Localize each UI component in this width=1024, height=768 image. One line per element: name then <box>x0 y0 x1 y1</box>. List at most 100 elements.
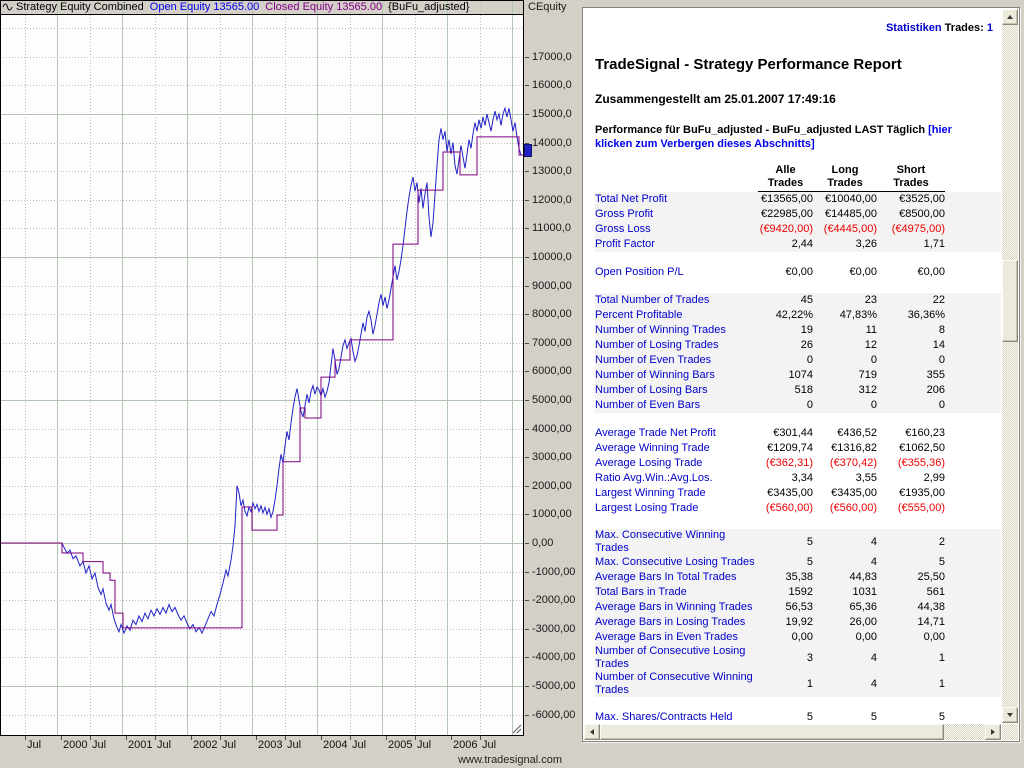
row-value: 0,00 <box>791 631 813 643</box>
y-tick-label: 10000,0 <box>532 251 572 263</box>
scroll-down-button[interactable] <box>1002 707 1018 723</box>
row-value: €436,52 <box>837 427 877 439</box>
x-tick-mark <box>25 736 26 740</box>
chart-instrument: {BuFu_adjusted} <box>388 1 470 13</box>
y-tick-mark <box>525 85 529 86</box>
table-row: Max. Consecutive Losing Trades 5 4 5 <box>595 555 1001 570</box>
y-tick-label: -5000,00 <box>532 680 576 692</box>
x-tick-label: Jul <box>417 739 432 751</box>
row-value: 3,34 <box>791 472 813 484</box>
trades-link[interactable]: 1 <box>986 22 993 34</box>
row-value: €1209,74 <box>767 442 813 454</box>
scroll-right-button[interactable] <box>985 724 1001 740</box>
vertical-scrollbar-thumb[interactable] <box>1002 260 1018 342</box>
table-section: Open Position P/L €0,00 €0,00 €0,00 <box>595 265 1001 280</box>
y-tick-mark <box>525 257 529 258</box>
series-closed-equity <box>0 136 523 629</box>
table-row: Ratio Avg.Win.:Avg.Los. 3,34 3,55 2,99 <box>595 471 1001 486</box>
scroll-up-button[interactable] <box>1002 9 1018 25</box>
row-value: (€9420,00) <box>759 223 813 235</box>
row-value: 0 <box>870 354 877 366</box>
value-axis[interactable]: CEquity 17000,0 16000,0 15000,0 14000,0 1300… <box>524 0 583 736</box>
row-label: Number of Consecutive Losing Trades <box>595 645 746 670</box>
table-row: Largest Losing Trade (€560,00) (€560,00) (€… <box>595 501 1001 516</box>
scroll-left-button[interactable] <box>584 724 600 740</box>
row-label: Profit Factor <box>595 238 655 250</box>
time-axis[interactable]: Jul 2000 Jul 2001 Jul 2002 Jul 2003 Jul 2004 Jul 20… <box>0 736 583 754</box>
x-tick-label: 2001 <box>128 739 153 751</box>
performance-report-content: Statistiken Trades: 1 TradeSignal - Stra… <box>584 9 1001 723</box>
row-value: €3525,00 <box>899 193 945 205</box>
row-value: €160,23 <box>905 427 945 439</box>
row-value: 1074 <box>788 369 813 381</box>
section-gap <box>595 516 1001 529</box>
row-label: Average Trade Net Profit <box>595 427 716 439</box>
row-value: 14 <box>932 339 945 351</box>
table-row: Max. Consecutive Winning Trades 5 4 2 <box>595 529 1001 555</box>
y-tick-label: 2000,00 <box>532 480 572 492</box>
row-value: 1592 <box>788 586 813 598</box>
x-tick-mark <box>285 736 286 740</box>
row-value: 518 <box>794 384 813 396</box>
horizontal-scrollbar-track[interactable] <box>600 724 985 740</box>
row-label: Largest Losing Trade <box>595 502 699 514</box>
row-label: Open Position P/L <box>595 266 684 278</box>
row-label: Percent Profitable <box>595 309 683 321</box>
x-tick-mark <box>155 736 156 740</box>
y-tick-label: 12000,0 <box>532 194 572 206</box>
row-value: 5 <box>938 556 945 568</box>
table-section: Average Trade Net Profit €301,44 €436,52 €1… <box>595 426 1001 516</box>
column-header-short: Short Trades <box>877 164 945 192</box>
section-gap <box>595 252 1001 265</box>
y-tick-mark <box>525 600 529 601</box>
row-value: 36,36% <box>907 309 945 321</box>
horizontal-scrollbar-thumb[interactable] <box>600 724 944 740</box>
row-label: Total Number of Trades <box>595 294 710 306</box>
row-value: €0,00 <box>785 266 813 278</box>
equity-chart-pane: Strategy Equity Combined Open Equity 1356… <box>0 0 583 766</box>
performance-table: Alle Trades Long Trades Short Trades Tot… <box>595 164 1001 723</box>
row-value: (€555,00) <box>897 502 945 514</box>
table-row: Number of Winning Bars 1074 719 355 <box>595 368 1001 383</box>
y-tick-label: 17000,0 <box>532 51 572 63</box>
y-tick-label: 6000,00 <box>532 365 572 377</box>
row-value: 0,00 <box>923 631 945 643</box>
chart-title: Strategy Equity Combined <box>16 1 144 13</box>
row-label: Average Losing Trade <box>595 457 703 469</box>
row-label: Average Bars In Total Trades <box>595 571 737 583</box>
row-value: 19,92 <box>785 616 813 628</box>
y-tick-mark <box>525 400 529 401</box>
statistics-switcher: Statistiken Trades: 1 <box>584 22 993 34</box>
equity-chart-canvas <box>0 0 524 736</box>
y-tick-label: 14000,0 <box>532 137 572 149</box>
row-value: 3,55 <box>855 472 877 484</box>
report-date: Zusammengestellt am 25.01.2007 17:49:16 <box>595 92 836 106</box>
row-value: 0,00 <box>855 631 877 643</box>
row-value: 44,38 <box>917 601 945 613</box>
x-tick-label: Jul <box>222 739 237 751</box>
row-label: Number of Even Trades <box>595 354 712 366</box>
table-section: Max. Shares/Contracts Held 5 5 5 <box>595 710 1001 723</box>
horizontal-scrollbar[interactable] <box>584 724 1001 740</box>
chart-header: Strategy Equity Combined Open Equity 1356… <box>0 0 523 14</box>
column-header-alle: Alle Trades <box>758 164 813 192</box>
y-tick-label: 8000,00 <box>532 308 572 320</box>
x-tick-mark <box>61 736 62 740</box>
x-tick-mark <box>350 736 351 740</box>
row-label: Average Bars in Even Trades <box>595 631 738 643</box>
row-value: 44,83 <box>849 571 877 583</box>
hide-section-link[interactable]: [hier klicken zum Verbergen dieses Absch… <box>595 124 952 150</box>
statistiken-link[interactable]: Statistiken <box>885 22 942 34</box>
value-axis-title: CEquity <box>528 1 567 13</box>
vertical-scrollbar-track[interactable] <box>1002 25 1018 707</box>
row-label: Number of Losing Bars <box>595 384 708 396</box>
table-row: Total Bars in Trade 1592 1031 561 <box>595 585 1001 600</box>
row-value: 2,44 <box>791 238 813 250</box>
row-value: 4 <box>870 651 877 664</box>
x-tick-mark <box>480 736 481 740</box>
table-header-row: Alle Trades Long Trades Short Trades <box>595 164 1001 192</box>
row-value: 56,53 <box>785 601 813 613</box>
vertical-scrollbar[interactable] <box>1002 9 1018 723</box>
row-value: 312 <box>858 384 877 396</box>
row-value: (€362,31) <box>765 457 813 469</box>
